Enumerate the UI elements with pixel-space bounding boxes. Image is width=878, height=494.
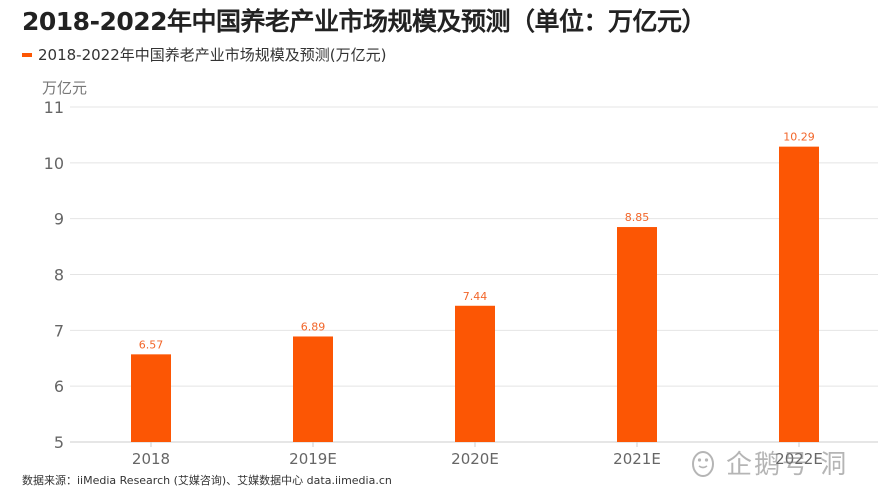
y-tick-label: 11: [44, 98, 64, 117]
y-tick-label: 7: [54, 321, 64, 340]
legend-swatch: [22, 52, 32, 57]
x-tick-label: 2019E: [289, 450, 337, 468]
watermark: 企鹅号 洞: [688, 444, 848, 481]
y-tick-label: 9: [54, 210, 64, 229]
y-tick-label: 5: [54, 433, 64, 452]
source-note: 数据来源：iiMedia Research (艾媒咨询)、艾媒数据中心 data…: [22, 474, 392, 487]
bar: [293, 336, 333, 442]
x-tick-label: 2020E: [451, 450, 499, 468]
data-label: 10.29: [783, 131, 815, 144]
data-label: 6.57: [139, 338, 164, 351]
y-tick-label: 10: [44, 154, 64, 173]
x-tick-label: 2018: [132, 450, 170, 468]
y-tick-label: 6: [54, 377, 64, 396]
penguin-icon: [692, 450, 714, 477]
y-tick-label: 8: [54, 266, 64, 285]
bar: [617, 227, 657, 442]
data-label: 7.44: [463, 290, 488, 303]
bar: [131, 354, 171, 442]
data-label: 6.89: [301, 320, 326, 333]
x-tick-label: 2022E: [775, 450, 823, 468]
x-tick-label: 2021E: [613, 450, 661, 468]
legend: 2018-2022年中国养老产业市场规模及预测(万亿元): [22, 44, 386, 65]
data-label: 8.85: [625, 211, 650, 224]
bar: [455, 305, 495, 442]
y-axis-unit-label: 万亿元: [42, 79, 88, 97]
legend-label: 2018-2022年中国养老产业市场规模及预测(万亿元): [38, 46, 387, 64]
watermark-text: 企鹅号 洞: [726, 450, 849, 480]
bar: [779, 146, 819, 442]
chart-title: 2018-2022年中国养老产业市场规模及预测（单位：万亿元）: [22, 7, 707, 36]
